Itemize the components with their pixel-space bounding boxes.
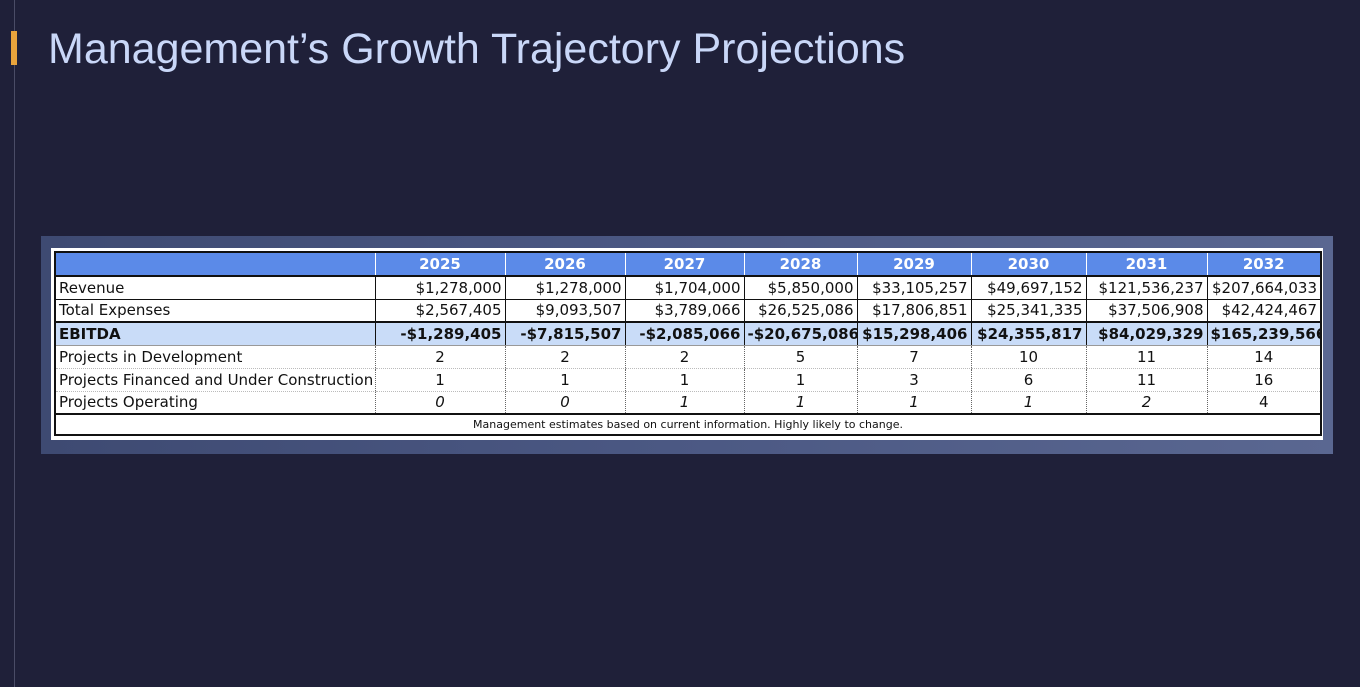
table-cell: 1 xyxy=(504,368,625,392)
table-cell: $15,298,406 xyxy=(856,321,971,346)
row-label: Revenue xyxy=(55,276,375,300)
table-cell: $121,536,237 xyxy=(1085,276,1207,300)
title-accent-bar xyxy=(11,31,17,65)
projections-table: 2025 2026 2027 2028 2029 2030 2031 2032 … xyxy=(54,251,1322,436)
table-cell: 1 xyxy=(624,368,744,392)
year-header: 2027 xyxy=(624,252,744,277)
table-frame: 2025 2026 2027 2028 2029 2030 2031 2032 … xyxy=(41,236,1333,454)
table-cell: -$7,815,507 xyxy=(504,321,625,346)
table-cell: 1 xyxy=(743,391,857,415)
table-cell: $49,697,152 xyxy=(970,276,1086,300)
table-cell: $5,850,000 xyxy=(743,276,857,300)
table-cell: 1 xyxy=(856,391,971,415)
row-label: Total Expenses xyxy=(55,299,375,323)
year-header: 2030 xyxy=(970,252,1086,277)
left-rule xyxy=(14,0,15,687)
table-cell: $37,506,908 xyxy=(1085,299,1207,323)
table-cell: $9,093,507 xyxy=(504,299,625,323)
table-cell: 2 xyxy=(504,345,625,369)
table-cell: 3 xyxy=(856,368,971,392)
year-header: 2031 xyxy=(1085,252,1207,277)
year-header: 2026 xyxy=(504,252,625,277)
table-cell: $207,664,033 xyxy=(1206,276,1321,300)
table-cell: 0 xyxy=(374,391,505,415)
table-cell: 11 xyxy=(1085,345,1207,369)
row-label: Projects Financed and Under Construction xyxy=(55,368,375,392)
table-cell: 6 xyxy=(970,368,1086,392)
footnote-row: Management estimates based on current in… xyxy=(55,414,1321,435)
table-footnote: Management estimates based on current in… xyxy=(473,418,903,431)
revenue-row: Revenue $1,278,000 $1,278,000 $1,704,000… xyxy=(55,276,1321,300)
table-cell: 0 xyxy=(504,391,625,415)
table-cell: $1,704,000 xyxy=(624,276,744,300)
financed-row: Projects Financed and Under Construction… xyxy=(55,368,1321,392)
row-label: Projects in Development xyxy=(55,345,375,369)
table-cell: 16 xyxy=(1206,368,1321,392)
table-cell: $25,341,335 xyxy=(970,299,1086,323)
table-cell: 2 xyxy=(1085,391,1207,415)
table-cell: 7 xyxy=(856,345,971,369)
table-cell: 2 xyxy=(374,345,505,369)
table-cell: $42,424,467 xyxy=(1206,299,1321,323)
table-cell: 14 xyxy=(1206,345,1321,369)
table-cell: 11 xyxy=(1085,368,1207,392)
table-cell: $3,789,066 xyxy=(624,299,744,323)
table-cell: $84,029,329 xyxy=(1085,321,1207,346)
table-cell: $1,278,000 xyxy=(504,276,625,300)
header-row: 2025 2026 2027 2028 2029 2030 2031 2032 xyxy=(55,252,1321,277)
table-cell: 5 xyxy=(743,345,857,369)
development-row: Projects in Development 2 2 2 5 7 10 11 … xyxy=(55,345,1321,369)
year-header: 2025 xyxy=(374,252,505,277)
row-label: EBITDA xyxy=(55,321,375,346)
table-cell: $33,105,257 xyxy=(856,276,971,300)
slide-title: Management’s Growth Trajectory Projectio… xyxy=(48,25,906,73)
table-cell: $1,278,000 xyxy=(374,276,505,300)
table-cell: 1 xyxy=(970,391,1086,415)
year-header: 2029 xyxy=(856,252,971,277)
ebitda-row: EBITDA -$1,289,405 -$7,815,507 -$2,085,0… xyxy=(55,321,1321,346)
table-cell: 4 xyxy=(1206,391,1321,415)
table-cell: -$20,675,086 xyxy=(743,321,857,346)
row-label: Projects Operating xyxy=(55,391,375,415)
year-header: 2028 xyxy=(743,252,857,277)
table-cell: $165,239,566 xyxy=(1206,321,1321,346)
table-cell: $2,567,405 xyxy=(374,299,505,323)
expenses-row: Total Expenses $2,567,405 $9,093,507 $3,… xyxy=(55,299,1321,323)
table-cell: 1 xyxy=(624,391,744,415)
table-card: 2025 2026 2027 2028 2029 2030 2031 2032 … xyxy=(51,248,1323,440)
table-cell: -$2,085,066 xyxy=(624,321,744,346)
table-cell: 2 xyxy=(624,345,744,369)
table-cell: 1 xyxy=(743,368,857,392)
table-cell: $17,806,851 xyxy=(856,299,971,323)
table-cell: $24,355,817 xyxy=(970,321,1086,346)
table-cell: $26,525,086 xyxy=(743,299,857,323)
year-header: 2032 xyxy=(1206,252,1321,277)
header-label-cell xyxy=(55,252,375,277)
operating-row: Projects Operating 0 0 1 1 1 1 2 4 xyxy=(55,391,1321,415)
table-cell: 1 xyxy=(374,368,505,392)
table-cell: 10 xyxy=(970,345,1086,369)
table-cell: -$1,289,405 xyxy=(374,321,505,346)
